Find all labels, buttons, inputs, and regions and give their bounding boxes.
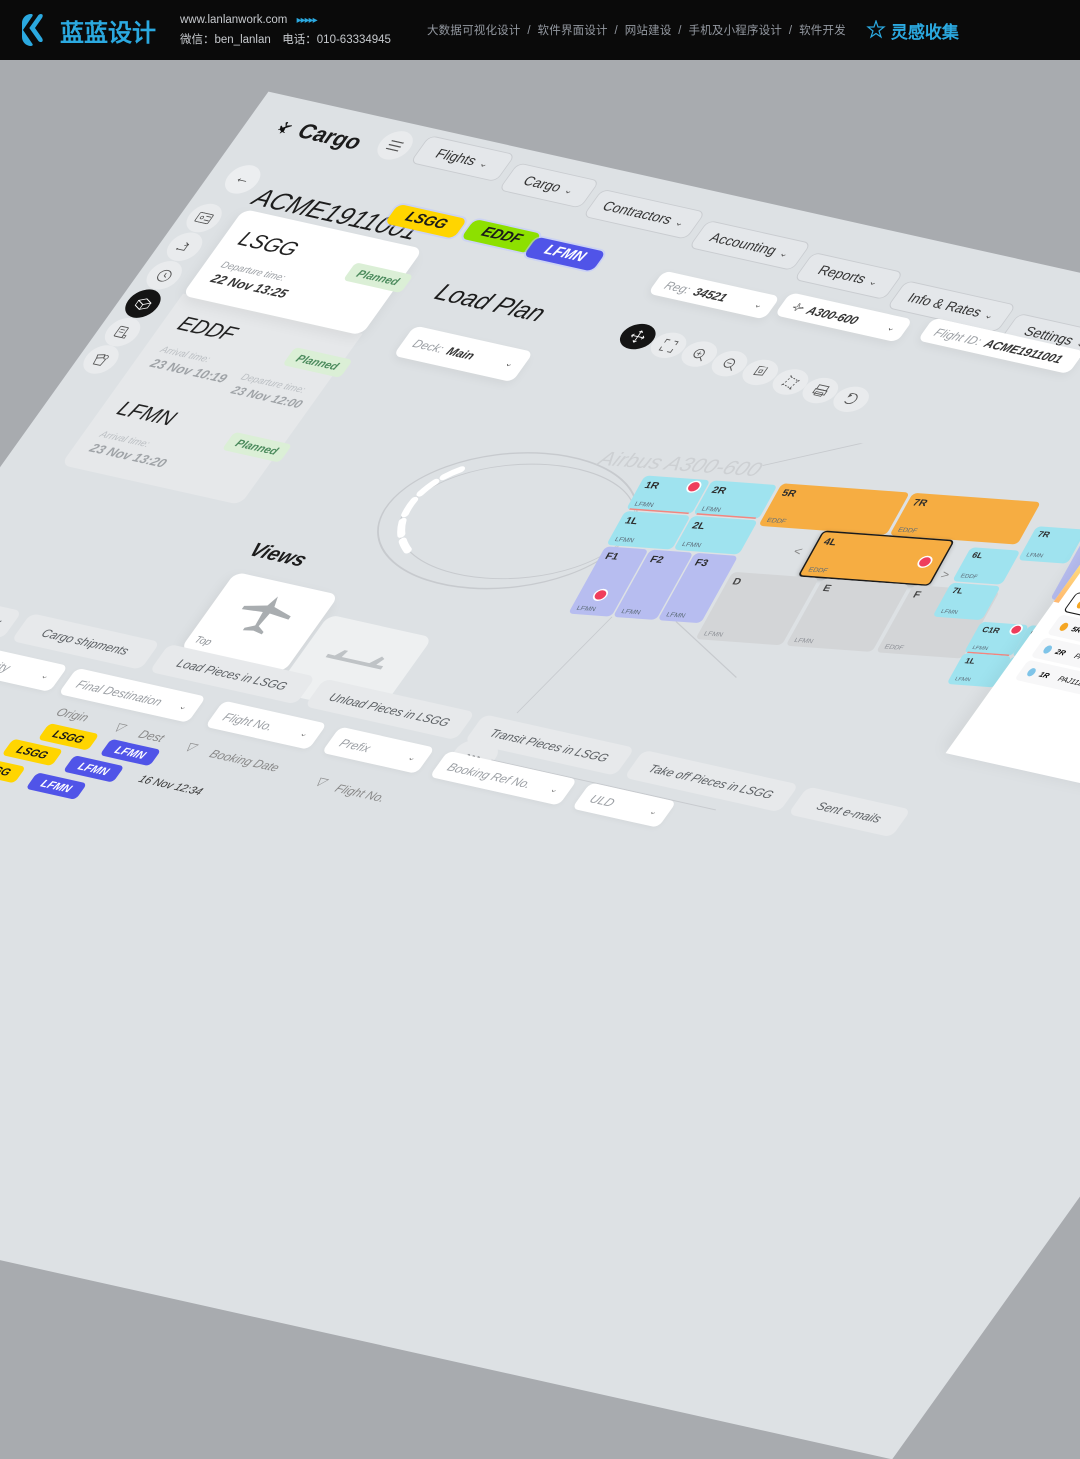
svg-text:Airbus A300-600: Airbus A300-600 [592, 447, 766, 481]
